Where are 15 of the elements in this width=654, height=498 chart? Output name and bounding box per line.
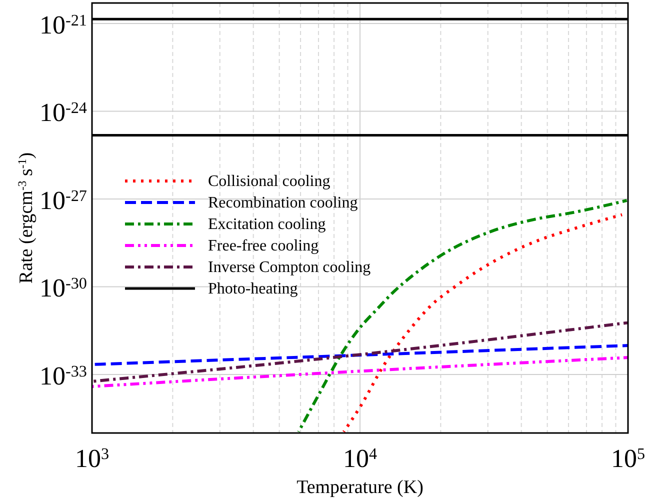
y-tick-label: 10$^{-27}$ xyxy=(40,186,87,215)
y-tick-label: 10$^{-24}$ xyxy=(40,98,87,128)
x-tick-label: 10$^{3}$ xyxy=(74,444,110,473)
legend-label: Inverse Compton cooling xyxy=(208,259,371,276)
x-axis-title: Temperature (K) xyxy=(296,477,424,498)
y-tick-label: 10$^{-30}$ xyxy=(40,274,87,303)
legend-label: Photo-heating xyxy=(208,280,298,298)
x-tick-label: 10$^{5}$ xyxy=(610,444,646,473)
y-tick-label: 10$^{-33}$ xyxy=(40,361,87,390)
legend-label: Collisional cooling xyxy=(208,173,330,190)
legend-label: Free-free cooling xyxy=(208,238,319,254)
legend-label: Excitation cooling xyxy=(208,216,326,233)
x-tick-label: 10$^{4}$ xyxy=(342,444,378,473)
y-tick-label: 10$^{-21}$ xyxy=(40,10,87,40)
legend-label: Recombination cooling xyxy=(208,194,358,212)
